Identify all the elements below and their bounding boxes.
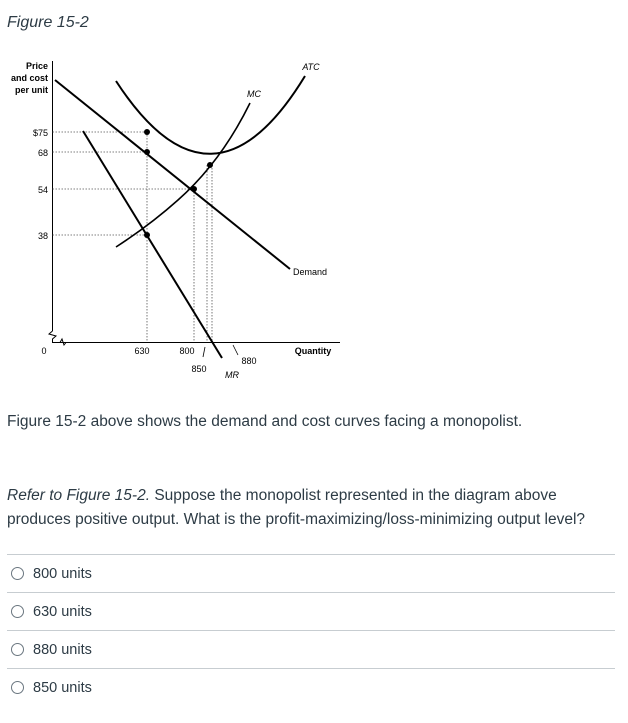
y-tick-75: $75 <box>33 128 48 138</box>
radio-button[interactable] <box>11 643 24 656</box>
demand-label: Demand <box>293 267 327 277</box>
atc-curve <box>115 75 306 155</box>
radio-button[interactable] <box>11 567 24 580</box>
y-axis-label-line-3: per unit <box>15 85 48 95</box>
figure-description: Figure 15-2 above shows the demand and c… <box>7 413 523 430</box>
y-tick-54: 54 <box>38 185 48 195</box>
answer-label: 630 units <box>33 603 92 620</box>
answer-options: 800 units 630 units 880 units 850 units <box>7 554 615 706</box>
mc-curve <box>115 102 251 248</box>
answer-option-880[interactable]: 880 units <box>7 631 615 669</box>
point-630-38 <box>144 232 150 238</box>
x-tick-850: 850 <box>191 364 206 374</box>
x-tick-880: 880 <box>241 356 256 366</box>
point-630-75 <box>144 129 150 135</box>
x-tick-630: 630 <box>134 346 149 356</box>
question-body: Suppose the monopolist represented in th… <box>7 487 586 528</box>
mc-label: MC <box>247 89 261 99</box>
radio-button[interactable] <box>11 605 24 618</box>
answer-label: 850 units <box>33 679 92 696</box>
leader-800 <box>202 346 206 358</box>
mr-label: MR <box>225 370 239 380</box>
point-850-68 <box>207 162 213 168</box>
answer-label: 880 units <box>33 641 92 658</box>
y-tick-68: 68 <box>38 148 48 158</box>
y-axis-label-line-1: Price <box>26 61 48 71</box>
x-axis-label: Quantity <box>295 346 332 356</box>
demand-curve <box>54 79 291 270</box>
point-800-54 <box>191 186 197 192</box>
atc-label: ATC <box>301 62 320 72</box>
answer-label: 800 units <box>33 565 92 582</box>
point-630-68 <box>144 149 150 155</box>
question-reference: Refer to Figure 15-2. <box>7 487 151 504</box>
answer-option-800[interactable]: 800 units <box>7 555 615 593</box>
question-text: Refer to Figure 15-2. Suppose the monopo… <box>7 484 617 532</box>
leader-880 <box>232 344 239 356</box>
mr-curve <box>82 130 223 359</box>
figure-title: Figure 15-2 <box>7 14 89 31</box>
answer-option-630[interactable]: 630 units <box>7 593 615 631</box>
y-axis-label-line-2: and cost <box>11 73 48 83</box>
y-tick-38: 38 <box>38 231 48 241</box>
answer-option-850[interactable]: 850 units <box>7 669 615 706</box>
radio-button[interactable] <box>11 681 24 694</box>
origin-label: 0 <box>41 346 46 356</box>
x-tick-800: 800 <box>179 346 194 356</box>
axis-break <box>47 330 67 347</box>
monopoly-chart: Price and cost per unit $75 68 54 38 0 6… <box>11 61 340 380</box>
